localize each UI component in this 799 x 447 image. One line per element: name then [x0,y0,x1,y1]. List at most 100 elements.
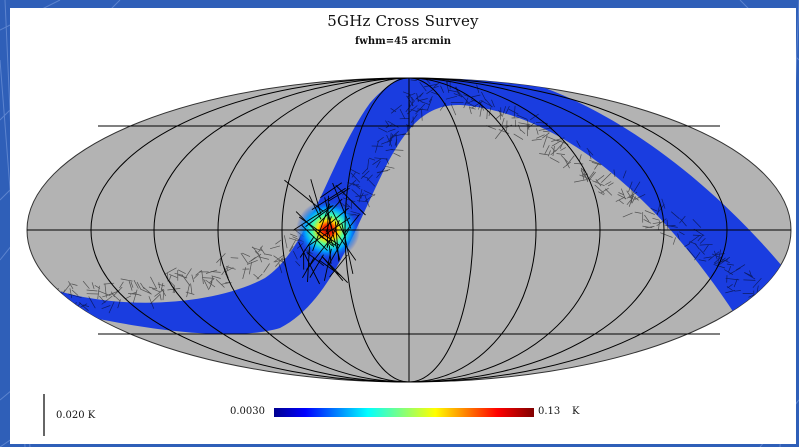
vector-mark [421,108,423,121]
vector-mark [367,159,370,170]
vector-mark [376,160,381,168]
vector-mark [550,146,556,152]
vector-mark [555,141,565,152]
vector-mark [372,158,382,165]
vector-mark [264,253,272,256]
vector-mark [759,302,768,309]
vector-mark [390,104,403,114]
vector-mark [767,310,775,315]
vector-mark [101,305,111,310]
vector-mark [275,239,282,245]
vector-mark [421,101,430,106]
vector-mark [390,108,397,113]
vector-mark [386,134,393,147]
colorbar-min-label: 0.0030 [230,406,265,417]
vector-mark [694,243,700,250]
vector-mark [734,290,741,292]
vector-mark [670,211,680,220]
vector-mark [178,274,188,279]
vector-mark [134,293,142,296]
hotspot-vector-mark [307,217,351,247]
vector-mark [615,197,624,202]
hotspot-vector-mark [335,184,366,216]
vector-mark [579,174,592,181]
vector-mark [656,203,665,215]
vector-mark [642,225,653,229]
vector-mark [347,179,357,188]
vector-mark [246,259,258,265]
vector-mark [119,281,124,289]
hotspot-vector-mark [309,254,324,278]
vector-mark [99,295,106,304]
vector-mark [406,92,416,98]
vector-mark [164,267,177,275]
vector-mark [527,119,530,130]
vector-mark [530,113,539,121]
vector-mark [708,251,720,261]
vector-mark [513,133,524,140]
vector-mark [650,207,658,212]
vector-mark [759,293,763,300]
vector-mark [360,170,370,180]
vector-mark [729,267,741,275]
vector-mark [479,104,483,117]
vector-mark [152,288,161,293]
hotspot-vector-mark [306,237,333,270]
vector-mark [643,219,652,224]
vector-mark [292,250,298,260]
vector-mark [91,282,95,290]
vector-mark [108,301,115,314]
vector-mark [713,264,726,269]
vector-mark [88,296,96,309]
vector-mark [574,179,587,183]
vector-mark [589,171,596,180]
vector-mark [426,89,433,95]
vector-mark [644,210,655,215]
vector-mark [385,158,390,165]
vector-mark [275,257,284,267]
colorbar [274,408,534,417]
vector-mark [455,86,461,97]
vector-mark [260,247,266,255]
vector-mark [605,181,612,186]
vector-mark [162,289,165,301]
chart-subtitle: fwhm=45 arcmin [354,36,452,47]
vector-mark [485,99,493,108]
vector-mark [71,283,78,286]
vector-mark [374,157,388,160]
vector-mark [717,249,722,262]
vector-mark [547,150,551,157]
vector-mark [531,138,542,141]
vector-mark [254,251,261,257]
vector-mark [657,220,661,231]
vector-mark [158,282,160,289]
vector-mark [140,282,145,290]
vector-mark [697,234,704,242]
vector-mark [574,163,584,165]
vector-mark [644,214,650,222]
vector-mark [169,273,178,278]
vector-mark [375,140,379,153]
vector-mark [576,140,581,148]
vector-mark [453,93,463,98]
vector-mark [551,137,565,142]
vector-mark [103,282,115,285]
vector-mark [679,215,686,224]
hotspot-vectors [284,179,366,285]
vector-mark [607,182,614,187]
vector-mark [130,281,134,288]
survey-band [28,78,791,338]
vector-mark [513,105,516,119]
vector-mark [580,167,585,180]
vector-mark [366,174,373,181]
vector-mark [193,273,199,279]
vector-mark [591,161,601,166]
vector-mark [703,244,709,253]
vector-mark [721,258,730,264]
vector-mark [652,217,660,221]
vector-mark [498,109,503,117]
vector-mark [125,295,132,300]
vector-mark [132,289,138,303]
vector-mark [364,193,376,202]
vector-mark [504,124,513,129]
